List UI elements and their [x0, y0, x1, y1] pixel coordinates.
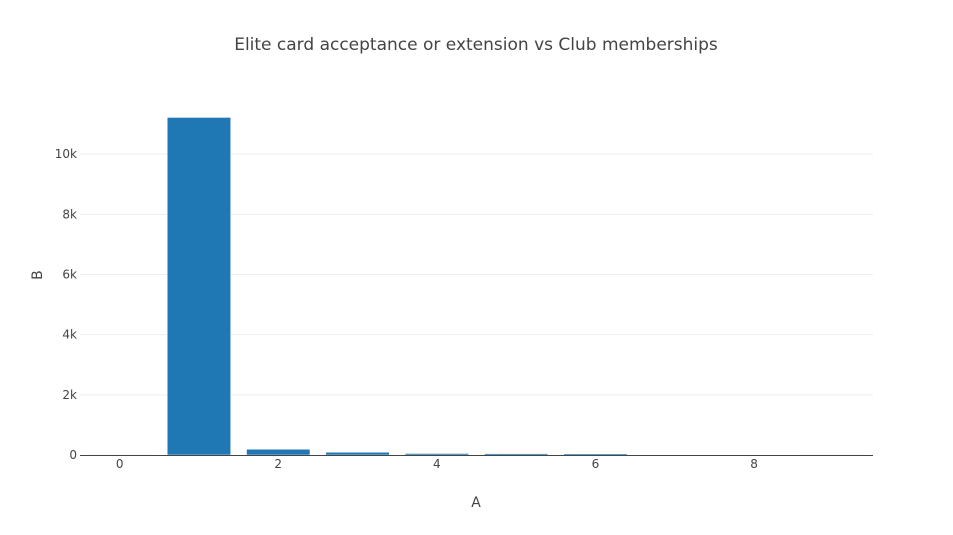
bar-2[interactable]	[246, 449, 311, 456]
y-tick-label: 10k	[55, 147, 77, 161]
bar-3[interactable]	[325, 452, 390, 456]
bar-1[interactable]	[166, 117, 231, 456]
y-tick-label: 0	[69, 448, 77, 462]
bar-5[interactable]	[484, 453, 549, 456]
x-axis-title: A	[471, 495, 481, 511]
bar-6[interactable]	[563, 453, 628, 456]
x-tick-label: 2	[274, 457, 282, 471]
x-axis-ticks: 0 2 4 6 8	[116, 457, 758, 471]
y-axis-ticks: 0 2k 4k 6k 8k 10k	[55, 147, 77, 462]
bar-7[interactable]	[642, 454, 707, 456]
y-tick-label: 2k	[62, 388, 77, 402]
x-tick-label: 6	[592, 457, 600, 471]
y-axis-title: B	[30, 270, 46, 280]
y-tick-label: 8k	[62, 207, 77, 221]
x-tick-label: 8	[750, 457, 758, 471]
x-tick-label: 0	[116, 457, 124, 471]
y-tick-label: 6k	[62, 267, 77, 281]
y-tick-label: 4k	[62, 328, 77, 342]
bars	[87, 117, 866, 456]
chart-title: Elite card acceptance or extension vs Cl…	[234, 35, 718, 55]
x-tick-label: 4	[433, 457, 441, 471]
bar-4[interactable]	[404, 453, 469, 456]
